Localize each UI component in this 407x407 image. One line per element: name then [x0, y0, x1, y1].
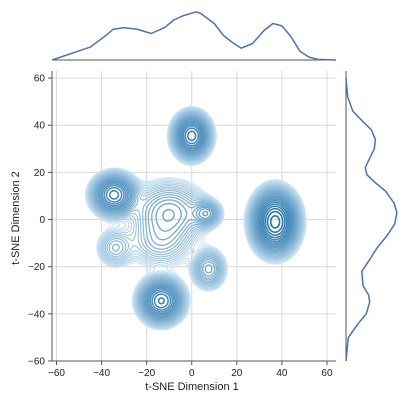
- kde-contour-level: [89, 110, 303, 326]
- kde-contour-level: [92, 113, 300, 324]
- x-tick-label: 60: [321, 368, 333, 379]
- y-tick-label: −40: [28, 309, 45, 320]
- kde-contour-level: [96, 117, 297, 320]
- kde-contour-level: [98, 119, 295, 317]
- x-axis-label: t-SNE Dimension 1: [145, 381, 239, 393]
- y-tick-label: 20: [34, 168, 46, 179]
- y-tick-label: −20: [28, 262, 45, 273]
- kde-contour-level: [100, 120, 294, 316]
- kde-contour-level: [269, 214, 281, 229]
- kde-contour-level: [101, 121, 293, 315]
- y-axis-label: t-SNE Dimension 2: [10, 171, 22, 265]
- x-tick-label: 20: [231, 368, 243, 379]
- kde-contour-level: [94, 115, 299, 322]
- kde-contour-level: [108, 127, 289, 309]
- kde-contour-level: [91, 112, 301, 324]
- kde-contour-level: [103, 123, 292, 313]
- x-tick-label: −60: [48, 368, 65, 379]
- x-tick-label: 40: [276, 368, 288, 379]
- kde-contour-level: [95, 116, 298, 321]
- x-tick-label: 0: [189, 368, 195, 379]
- kde-contour-level: [86, 107, 306, 330]
- kde-contour-level: [97, 118, 296, 319]
- kde-contour-level: [87, 108, 305, 329]
- kde-contour-level: [266, 210, 284, 234]
- kde-contour-level: [88, 109, 304, 328]
- x-tick-label: −20: [138, 368, 155, 379]
- x-tick-label: −40: [93, 368, 110, 379]
- top-marginal-kde: [51, 11, 337, 61]
- tick-labels: −60 −40 −20 0 20 40 60 −60 −40 −20 0 20 40 60: [28, 74, 333, 379]
- y-tick-label: 0: [39, 215, 45, 226]
- top-marginal-curve: [51, 11, 337, 61]
- kde-contour-level: [85, 106, 307, 330]
- kde-contour-level: [93, 114, 300, 323]
- main-kde-plot: −60 −40 −20 0 20 40 60 −60 −40 −20 0 20 40 60: [28, 71, 336, 379]
- y-tick-label: 40: [34, 121, 46, 132]
- kde-contour-level: [264, 207, 286, 236]
- kde-contour-level: [90, 111, 302, 325]
- kde-contour-level: [157, 130, 288, 305]
- kde-contour-level: [84, 106, 307, 331]
- right-marginal-curve: [345, 78, 398, 362]
- kde-contour-level: [87, 108, 305, 328]
- kde-contour-level: [105, 125, 291, 311]
- right-marginal-kde: [345, 71, 398, 362]
- axis-spines: [51, 71, 336, 362]
- kde-contour-level: [89, 110, 303, 327]
- y-tick-label: −60: [28, 357, 45, 368]
- kde-contours: [84, 106, 307, 331]
- y-tick-label: 60: [34, 74, 46, 85]
